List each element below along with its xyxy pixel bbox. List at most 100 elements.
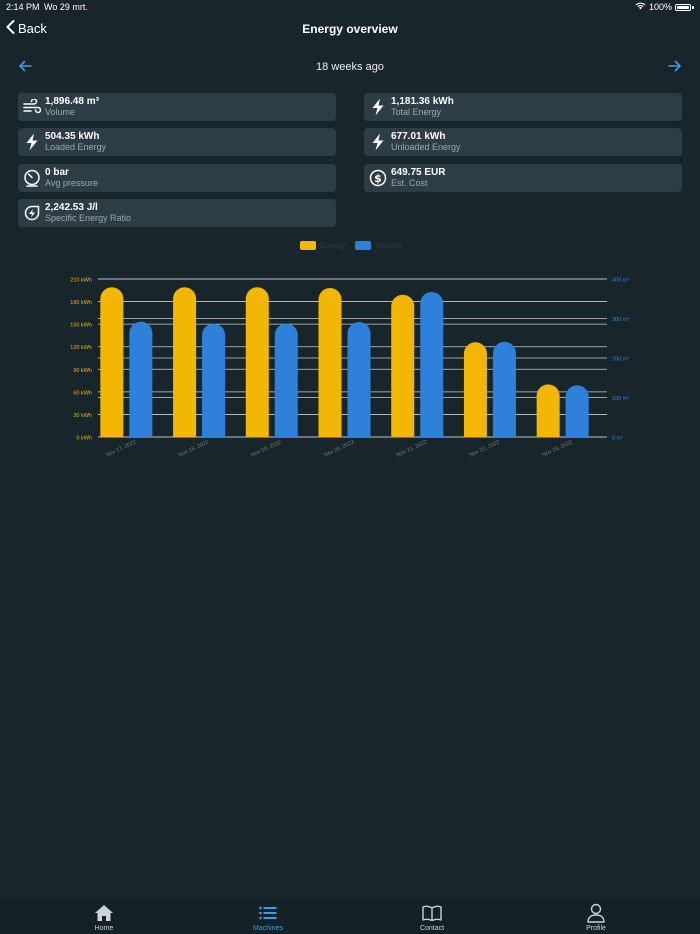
legend-item-energy[interactable]: Energy [300, 241, 345, 250]
tab-machines[interactable]: Machines [228, 899, 308, 934]
wifi-icon [635, 2, 646, 12]
volume-card: 1,896.48 m³ Volume [18, 93, 336, 121]
left-axis-tick: 30 kWh [73, 413, 92, 419]
right-axis-tick: 100 m³ [612, 396, 629, 402]
x-axis-tick: Nov 17, 2022 [105, 439, 137, 458]
arrow-left-icon [19, 60, 32, 72]
bolt-icon [22, 132, 42, 152]
bar-volume [129, 321, 153, 437]
right-axis-tick: 400 m³ [612, 278, 629, 284]
ser-card: 2,242.53 J/l Specific Energy Ratio [18, 199, 336, 227]
est-cost-label: Est. Cost [391, 178, 428, 188]
loaded-energy-value: 504.35 kWh [45, 131, 100, 142]
left-axis-tick: 60 kWh [73, 390, 92, 396]
next-period-button[interactable] [668, 59, 682, 78]
person-icon [587, 903, 605, 923]
energy-volume-chart: 0 kWh 30 kWh 60 kWh 90 kWh 120 kWh 150 kWh 180… [70, 278, 629, 459]
svg-text:$: $ [374, 172, 382, 185]
legend-swatch-volume [355, 241, 372, 250]
battery-percent: 100% [648, 2, 672, 12]
bar-energy [318, 288, 342, 437]
bar-volume [565, 385, 589, 437]
left-axis-tick: 0 kWh [76, 436, 92, 442]
bolt-icon [368, 132, 388, 152]
status-date: Wo 29 mrt. [44, 2, 88, 12]
wind-icon [22, 97, 42, 117]
page-title: Energy overview [302, 22, 398, 36]
left-axis-tick: 150 kWh [70, 323, 92, 329]
bar-volume [492, 341, 516, 437]
back-label: Back [18, 21, 47, 36]
ser-label: Specific Energy Ratio [45, 213, 132, 223]
status-bar: 2:14 PM Wo 29 mrt. 100% [0, 0, 700, 14]
period-selector: 18 weeks ago [0, 58, 700, 76]
gauge-icon [22, 168, 42, 188]
back-button[interactable]: Back [6, 20, 47, 37]
period-label: 18 weeks ago [316, 61, 384, 73]
bar-energy [391, 294, 415, 437]
bar-volume [347, 322, 371, 437]
bar-energy [173, 287, 197, 437]
status-time: 2:14 PM [6, 2, 40, 12]
tab-contact[interactable]: Contact [392, 899, 472, 934]
unloaded-energy-value: 677.01 kWh [391, 131, 446, 142]
tab-profile-label: Profile [586, 925, 606, 932]
x-axis-tick: Nov 21, 2022 [396, 439, 428, 458]
bar-volume [420, 292, 444, 437]
bar-energy [463, 342, 487, 437]
legend-label-energy: Energy [320, 241, 346, 250]
volume-label: Volume [45, 107, 76, 117]
chevron-left-icon [6, 20, 15, 37]
bar-volume [202, 323, 226, 437]
ser-value: 2,242.53 J/l [45, 202, 98, 213]
loaded-energy-card: 504.35 kWh Loaded Energy [18, 128, 336, 156]
bar-energy [245, 287, 269, 437]
loaded-energy-label: Loaded Energy [45, 142, 107, 152]
status-right: 100% [635, 2, 694, 12]
bolt-icon [368, 97, 388, 117]
legend-swatch-energy [300, 241, 316, 250]
left-axis-tick: 180 kWh [70, 300, 92, 306]
bar-volume [274, 323, 298, 437]
x-axis-tick: Nov 23, 2022 [541, 439, 573, 458]
tab-machines-label: Machines [253, 925, 283, 932]
tab-profile[interactable]: Profile [556, 899, 636, 934]
tab-bar: Home Machines Contact Profile [0, 899, 700, 934]
home-icon [94, 903, 114, 923]
est-cost-card: $ 649.75 EUR Est. Cost [364, 164, 682, 192]
avg-pressure-value: 0 bar [45, 167, 69, 178]
total-energy-label: Total Energy [391, 107, 442, 117]
x-axis-tick: Nov 20, 2022 [323, 439, 355, 458]
tab-home[interactable]: Home [64, 899, 144, 934]
left-axis-tick: 210 kWh [70, 278, 92, 284]
unloaded-energy-card: 677.01 kWh Unloaded Energy [364, 128, 682, 156]
left-axis-tick: 90 kWh [73, 368, 92, 374]
eco-bolt-icon [22, 203, 42, 223]
right-axis-tick: 300 m³ [612, 317, 629, 323]
right-axis-tick: 0 m³ [612, 436, 623, 442]
right-axis-tick: 200 m³ [612, 357, 629, 363]
x-axis-tick: Nov 19, 2022 [250, 439, 282, 458]
previous-period-button[interactable] [18, 59, 32, 78]
avg-pressure-label: Avg pressure [45, 178, 98, 188]
tab-home-label: Home [94, 925, 114, 932]
x-axis-tick: Nov 18, 2022 [178, 439, 210, 458]
x-axis-tick: Nov 22, 2022 [469, 439, 501, 458]
nav-bar: Back Energy overview [0, 18, 700, 40]
unloaded-energy-label: Unloaded Energy [391, 142, 461, 152]
chart-legend: Energy Volume [300, 241, 402, 250]
list-icon [259, 903, 277, 923]
book-icon [422, 903, 442, 923]
tab-contact-label: Contact [419, 925, 445, 932]
total-energy-card: 1,181.36 kWh Total Energy [364, 93, 682, 121]
left-axis-tick: 120 kWh [70, 345, 92, 351]
est-cost-value: 649.75 EUR [391, 167, 446, 178]
total-energy-value: 1,181.36 kWh [391, 96, 454, 107]
avg-pressure-card: 0 bar Avg pressure [18, 164, 336, 192]
legend-label-volume: Volume [375, 241, 403, 250]
arrow-right-icon [668, 60, 681, 72]
legend-item-volume[interactable]: Volume [355, 241, 402, 250]
dollar-icon: $ [368, 168, 388, 188]
bar-energy [100, 287, 124, 437]
battery-icon [675, 3, 691, 11]
